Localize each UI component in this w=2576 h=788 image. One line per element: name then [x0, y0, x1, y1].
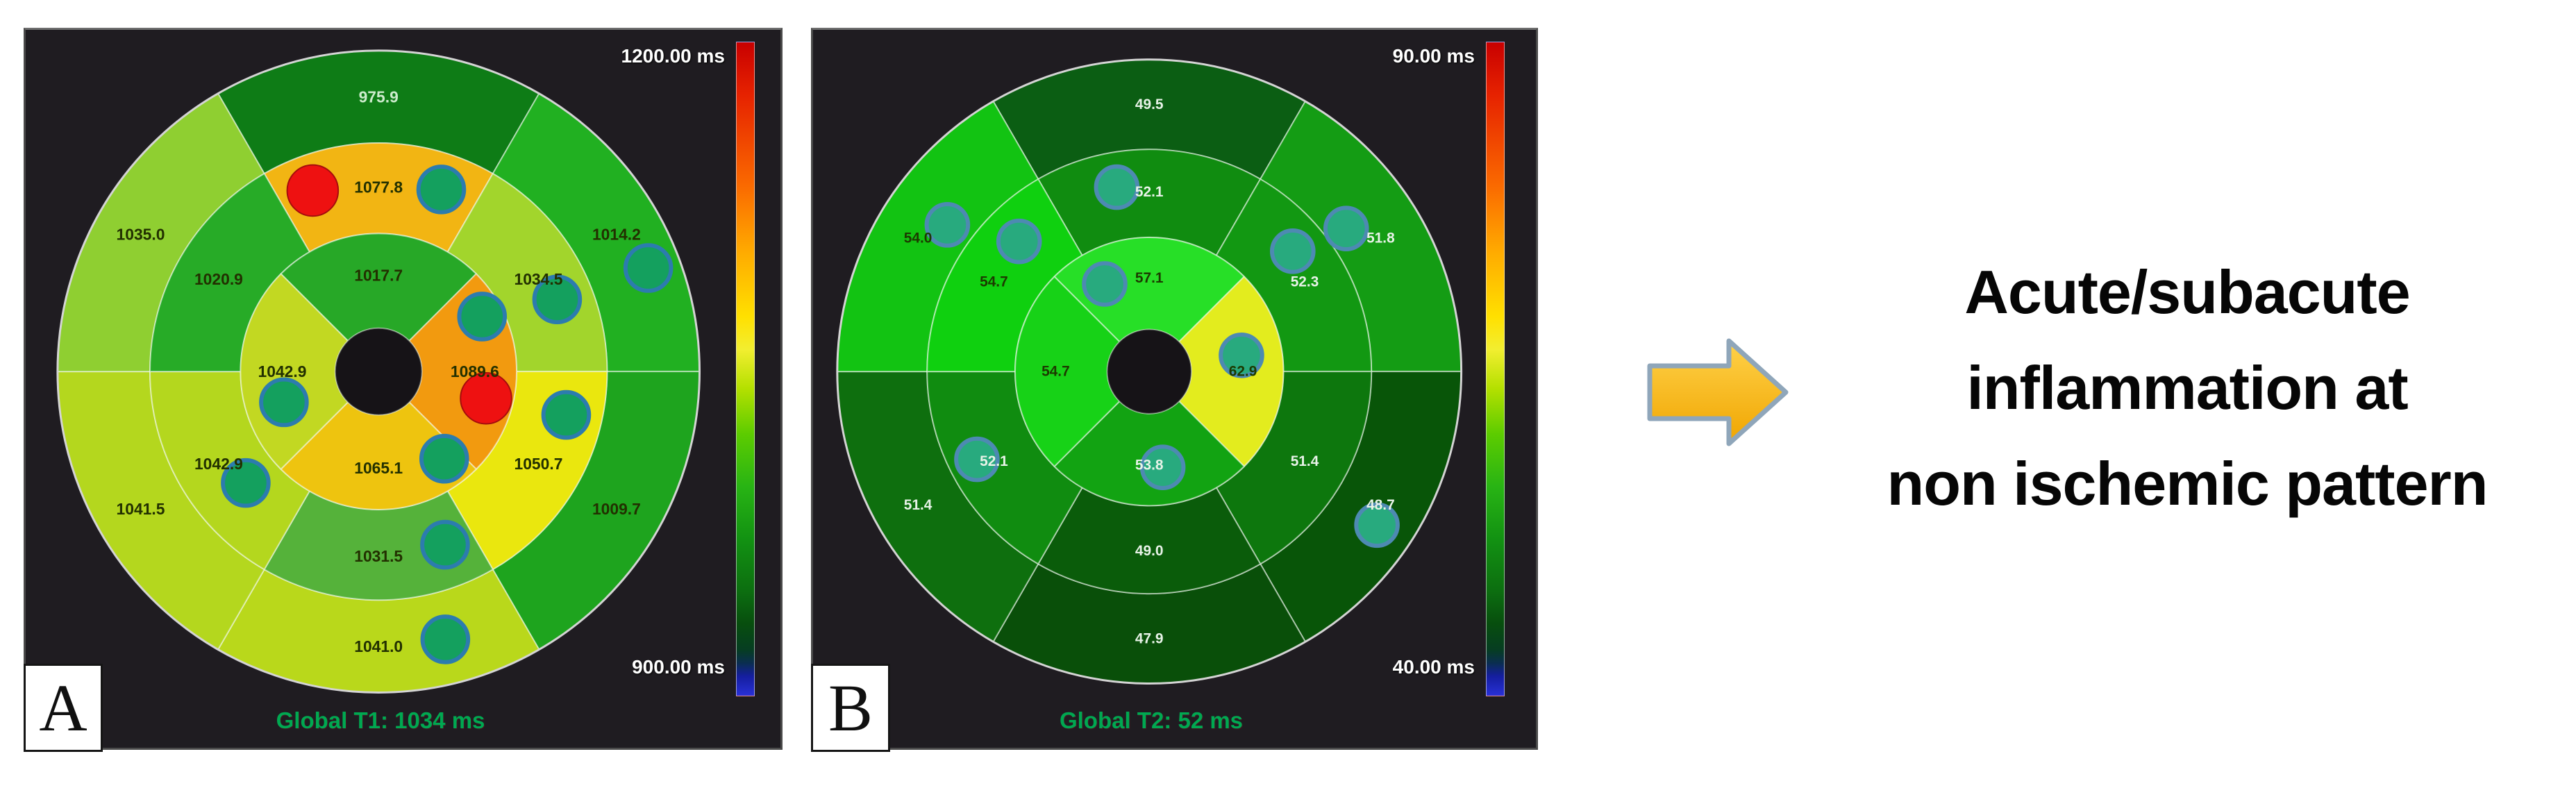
conclusion-text: Acute/subacute inflammation at non ische…	[1798, 244, 2576, 532]
t1-polar-map-roi-markers	[221, 164, 674, 664]
segment-value-label: 53.8	[1135, 457, 1164, 473]
segment-value-label: 62.9	[1229, 364, 1257, 380]
roi-marker-teal	[419, 433, 469, 484]
t2-polar-map-segments	[836, 58, 1462, 685]
roi-marker-teal	[420, 614, 471, 664]
segment-value-label: 1050.7	[515, 455, 563, 473]
roi-marker-teal	[1139, 444, 1186, 490]
roi-marker-teal	[420, 519, 470, 570]
segment-value-label: 48.7	[1366, 497, 1395, 513]
roi-marker-teal	[996, 218, 1042, 265]
roi-marker-red	[460, 371, 512, 425]
right-arrow-icon	[1647, 338, 1789, 446]
roi-marker-teal	[1270, 228, 1316, 274]
t1-scale-max-label: 1200.00 ms	[621, 45, 725, 67]
roi-marker-teal	[221, 458, 271, 508]
t2-global-value: Global T2: 52 ms	[1059, 707, 1244, 733]
panel-a-letter: A	[39, 671, 87, 745]
roi-marker-teal	[1219, 332, 1264, 378]
t2-polar-map-outline	[836, 58, 1463, 685]
t1-map-panel: 975.9 1014.2 1009.7 1041.0 1041.5 1035.0 1077.…	[24, 28, 783, 752]
conclusion-line-3: non ischemic pattern	[1887, 449, 2488, 518]
t2-polar-map-value-labels: 49.5 51.8 48.7 47.9 51.4 54.0 52.1 52.3 51.4 49.0…	[904, 97, 1395, 646]
roi-marker-teal	[457, 292, 508, 342]
segment-value-label: 1042.9	[194, 455, 243, 473]
t1-polar-map-value-labels: 975.9 1014.2 1009.7 1041.0 1041.5 1035.0 1077.…	[117, 87, 641, 655]
t1-global-value: Global T1: 1034 ms	[276, 707, 485, 733]
t1-polar-map-apical-segment-2	[280, 401, 478, 510]
roi-marker-teal	[1354, 502, 1400, 548]
segment-value-label: 1089.6	[451, 362, 499, 380]
roi-marker-teal	[623, 243, 674, 293]
segment-value-label: 1031.5	[354, 547, 403, 565]
t1-colorscale-bar	[736, 42, 755, 696]
roi-marker-teal	[954, 436, 1000, 483]
segment-value-label: 1065.1	[354, 459, 403, 477]
segment-value-label: 1014.2	[592, 225, 641, 243]
segment-value-label: 49.0	[1135, 543, 1164, 559]
segment-value-label: 57.1	[1135, 270, 1164, 286]
t1-polar-map-outline	[56, 49, 701, 694]
t1-bullseye-chart: 975.9 1014.2 1009.7 1041.0 1041.5 1035.0 1077.…	[56, 49, 701, 694]
segment-value-label: 54.0	[904, 230, 932, 246]
panel-b-label-box: B	[811, 664, 890, 752]
roi-marker-teal	[924, 202, 971, 248]
roi-marker-teal	[1094, 164, 1140, 210]
roi-marker-red	[286, 164, 340, 217]
segment-value-label: 52.1	[1135, 184, 1164, 200]
panel-a-label-box: A	[24, 664, 103, 752]
conclusion-line-2: inflammation at	[1966, 353, 2408, 422]
segment-value-label: 54.7	[1042, 364, 1070, 380]
segment-value-label: 1077.8	[354, 178, 403, 196]
t2-scale-max-label: 90.00 ms	[1392, 45, 1475, 67]
t1-polar-map-center-hole	[334, 327, 423, 416]
roi-marker-teal	[1082, 261, 1128, 307]
segment-value-label: 51.4	[1291, 453, 1319, 469]
t2-scale-min-label: 40.00 ms	[1392, 656, 1475, 678]
segment-value-label: 52.1	[980, 453, 1008, 469]
segment-value-label: 52.3	[1291, 274, 1319, 290]
t2-polar-map-center-hole	[1106, 328, 1192, 414]
segment-value-label: 1020.9	[194, 270, 243, 288]
segment-value-label: 1041.5	[117, 500, 165, 518]
segment-value-label: 1017.7	[354, 266, 403, 284]
segment-value-label: 49.5	[1135, 97, 1164, 112]
roi-marker-teal	[259, 377, 309, 428]
roi-marker-teal	[1323, 206, 1369, 251]
t1-polar-map-apical-segment-0	[280, 233, 478, 342]
segment-value-label: 975.9	[359, 87, 399, 106]
segment-value-label: 1035.0	[117, 225, 165, 243]
segment-value-label: 47.9	[1135, 630, 1164, 646]
segment-value-label: 54.7	[980, 274, 1008, 290]
roi-marker-teal	[532, 274, 583, 325]
panel-b-letter: B	[828, 671, 873, 745]
segment-value-label: 1034.5	[515, 270, 563, 288]
t2-polar-map-roi-markers	[924, 164, 1400, 548]
t1-scale-min-label: 900.00 ms	[632, 656, 725, 678]
t2-bullseye-chart: 49.5 51.8 48.7 47.9 51.4 54.0 52.1 52.3 51.4 49.0…	[836, 58, 1463, 685]
conclusion-line-1: Acute/subacute	[1964, 258, 2410, 326]
roi-marker-teal	[541, 389, 592, 440]
segment-value-label: 1009.7	[592, 500, 641, 518]
segment-value-label: 1042.9	[258, 362, 307, 380]
t2-map-panel: 49.5 51.8 48.7 47.9 51.4 54.0 52.1 52.3 51.4 49.0…	[811, 28, 1538, 752]
roi-marker-teal	[416, 165, 467, 215]
segment-value-label: 51.8	[1366, 230, 1395, 246]
segment-value-label: 51.4	[904, 497, 932, 513]
t2-colorscale-bar	[1486, 42, 1505, 696]
segment-value-label: 1041.0	[354, 637, 403, 655]
